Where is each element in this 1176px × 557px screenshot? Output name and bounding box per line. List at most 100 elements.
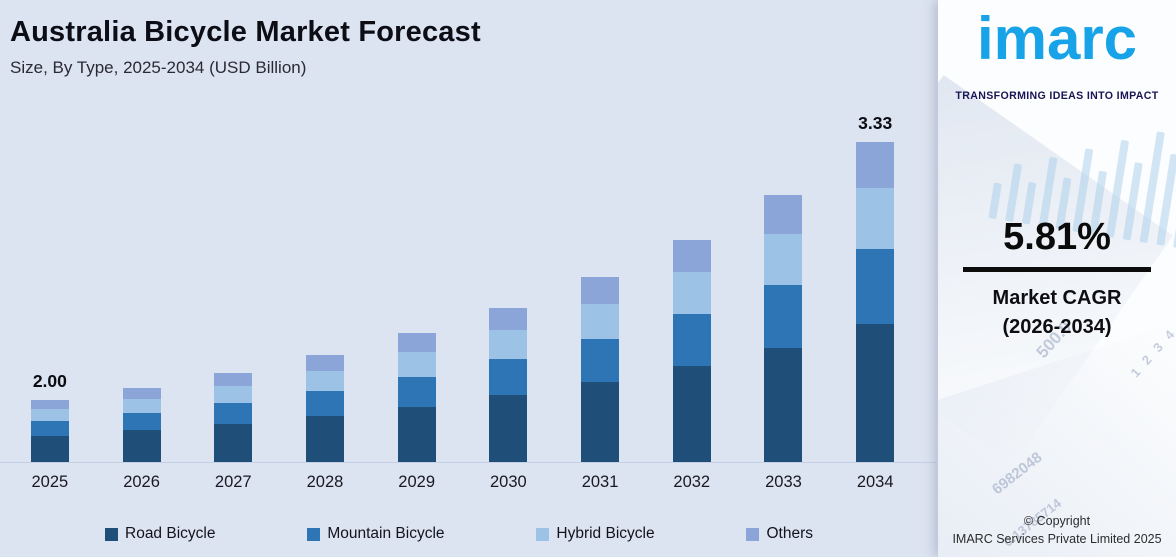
stacked-bar-2033 xyxy=(764,195,803,462)
bar-segment-hybrid-bicycle xyxy=(305,371,344,391)
bar-segment-hybrid-bicycle xyxy=(122,399,161,413)
bar-segment-hybrid-bicycle xyxy=(672,272,711,314)
page-title: Australia Bicycle Market Forecast xyxy=(10,16,481,48)
bar-segment-others xyxy=(856,142,895,188)
bar-slot-2034: 3.33 2034 xyxy=(829,100,921,491)
copyright-line2: IMARC Services Private Limited 2025 xyxy=(952,532,1162,547)
x-axis-label-2028: 2028 xyxy=(306,473,344,491)
bar-segment-others xyxy=(214,373,253,386)
x-axis-label-2025: 2025 xyxy=(31,473,69,491)
bar-segment-mountain-bicycle xyxy=(122,413,161,430)
bar-segment-mountain-bicycle xyxy=(856,249,895,324)
bar-segment-road-bicycle xyxy=(122,430,161,462)
bar-segment-others xyxy=(581,277,620,304)
stacked-bar-2034 xyxy=(856,142,895,462)
bar-segment-others xyxy=(30,400,69,409)
legend-swatch-mountain-bicycle xyxy=(307,527,321,541)
bar-slot-2033: 2033 xyxy=(738,100,830,491)
chart-legend: Road Bicycle Mountain Bicycle Hybrid Bicyc… xyxy=(105,525,813,543)
x-axis-label-2033: 2033 xyxy=(765,473,802,491)
cagr-label: Market CAGR xyxy=(992,287,1122,309)
x-axis-label-2026: 2026 xyxy=(123,473,160,491)
bar-segment-hybrid-bicycle xyxy=(581,304,620,339)
bar-slot-2032: 2032 xyxy=(646,100,738,491)
bar-segment-hybrid-bicycle xyxy=(489,330,528,359)
cagr-value: 5.81% xyxy=(1003,216,1111,258)
bar-segment-mountain-bicycle xyxy=(489,359,528,395)
bar-slot-2028: 2028 xyxy=(279,100,371,491)
bar-slot-2026: 2026 xyxy=(96,100,188,491)
copyright-line1: © Copyright xyxy=(1023,513,1091,528)
bar-segment-others xyxy=(122,388,161,399)
legend-label: Hybrid Bicycle xyxy=(556,525,655,542)
legend-item-hybrid-bicycle: Hybrid Bicycle xyxy=(536,525,655,543)
bar-segment-road-bicycle xyxy=(672,366,711,462)
copyright: © Copyright IMARC Services Private Limit… xyxy=(938,512,1176,550)
imarc-logo: imarc xyxy=(976,5,1138,72)
bar-slot-2031: 2031 xyxy=(554,100,646,491)
stacked-bar-2026 xyxy=(122,388,161,462)
bar-segment-road-bicycle xyxy=(30,436,69,462)
cagr-block: 5.81% Market CAGR (2026-2034) xyxy=(938,216,1176,342)
brand-panel: 500.0 1 2 3 4 6982048 0.13785714 imarc T… xyxy=(938,0,1176,557)
bar-segment-hybrid-bicycle xyxy=(397,352,436,377)
bar-segment-hybrid-bicycle xyxy=(214,386,253,403)
bar-segment-others xyxy=(305,355,344,371)
bar-segment-road-bicycle xyxy=(305,416,344,462)
stacked-bar-2025 xyxy=(30,400,69,462)
bar-segment-road-bicycle xyxy=(397,407,436,462)
cagr-period: (2026-2034) xyxy=(1002,316,1112,338)
bar-slot-2029: 2029 xyxy=(371,100,463,491)
legend-swatch-others xyxy=(746,527,760,541)
total-value-label-2034: 3.33 xyxy=(858,113,893,133)
x-axis-label-2034: 2034 xyxy=(856,473,894,491)
bar-slot-2027: 2027 xyxy=(187,100,279,491)
bar-segment-others xyxy=(489,308,528,330)
legend-swatch-road-bicycle xyxy=(105,527,118,541)
plot-area: 2.00 2025 2026 2027 2028 2029 2030 2031 2032 2033… xyxy=(4,100,921,491)
bar-segment-mountain-bicycle xyxy=(764,285,803,348)
bar-segment-mountain-bicycle xyxy=(214,403,253,424)
bar-segment-others xyxy=(764,195,803,234)
legend-item-mountain-bicycle: Mountain Bicycle xyxy=(307,525,445,543)
x-axis-label-2029: 2029 xyxy=(398,473,436,491)
legend-item-road-bicycle: Road Bicycle xyxy=(105,525,215,543)
bar-segment-mountain-bicycle xyxy=(672,314,711,366)
chart-section: Australia Bicycle Market Forecast Size, … xyxy=(0,16,936,543)
bar-segment-others xyxy=(672,240,711,272)
x-axis-line xyxy=(0,462,936,463)
stacked-bar-2027 xyxy=(214,373,253,462)
page-subtitle: Size, By Type, 2025-2034 (USD Billion) xyxy=(10,58,307,77)
stacked-bar-2032 xyxy=(672,240,711,462)
legend-label: Mountain Bicycle xyxy=(327,525,445,542)
total-value-label-2025: 2.00 xyxy=(32,371,67,391)
bar-segment-road-bicycle xyxy=(214,424,253,462)
bar-segment-hybrid-bicycle xyxy=(764,234,803,285)
bar-slot-2025: 2.00 2025 xyxy=(4,100,96,491)
legend-item-others: Others xyxy=(746,525,813,543)
bar-segment-mountain-bicycle xyxy=(397,377,436,407)
stacked-bar-2029 xyxy=(397,333,436,462)
stacked-bar-2030 xyxy=(489,308,528,462)
bar-segment-road-bicycle xyxy=(489,395,528,462)
bar-slot-2030: 2030 xyxy=(463,100,555,491)
bar-segment-mountain-bicycle xyxy=(581,339,620,382)
x-axis-label-2030: 2030 xyxy=(490,473,527,491)
x-axis-label-2031: 2031 xyxy=(581,473,619,491)
bar-segment-mountain-bicycle xyxy=(305,391,344,416)
x-axis-label-2027: 2027 xyxy=(214,473,252,491)
x-axis-label-2032: 2032 xyxy=(673,473,711,491)
bar-segment-road-bicycle xyxy=(856,324,895,462)
bar-segment-others xyxy=(397,333,436,352)
bar-segment-hybrid-bicycle xyxy=(30,409,69,421)
bar-segment-mountain-bicycle xyxy=(30,421,69,436)
cagr-underline xyxy=(963,267,1151,272)
bar-segment-hybrid-bicycle xyxy=(856,188,895,249)
stacked-bar-2031 xyxy=(581,277,620,462)
stacked-bar-2028 xyxy=(305,355,344,462)
bar-segment-road-bicycle xyxy=(764,348,803,462)
bar-segment-road-bicycle xyxy=(581,382,620,462)
imarc-tagline: TRANSFORMING IDEAS INTO IMPACT xyxy=(955,90,1159,102)
legend-label: Others xyxy=(766,525,813,542)
